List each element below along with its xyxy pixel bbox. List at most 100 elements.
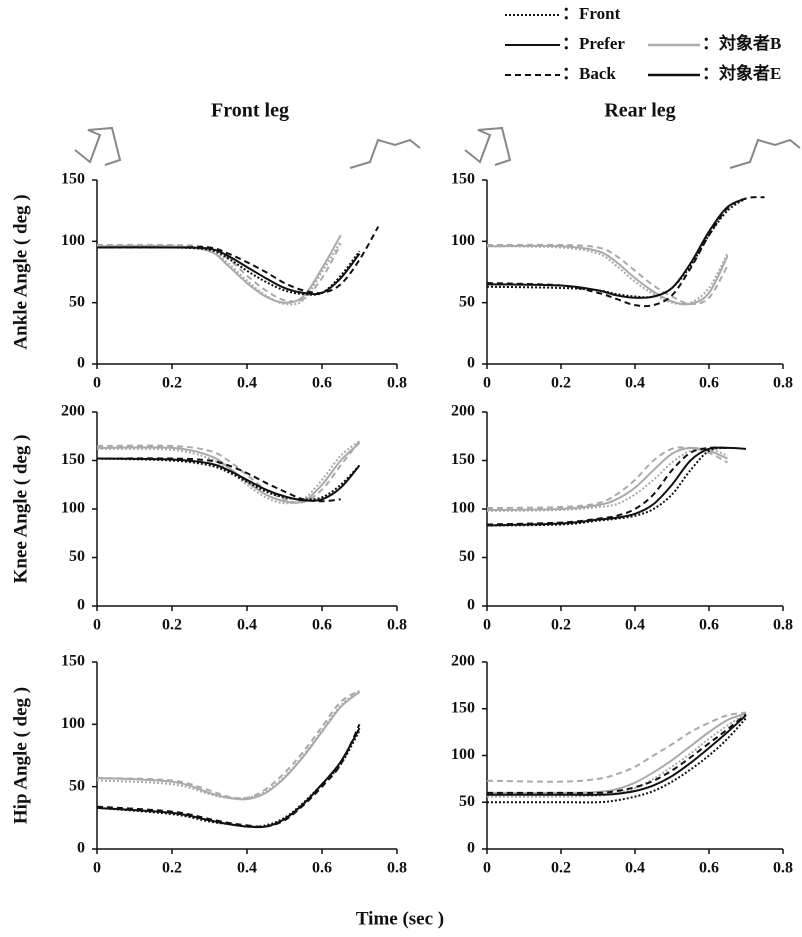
- x-tick-label: 0.8: [773, 617, 793, 634]
- y-tick-label: 0: [77, 840, 85, 857]
- x-tick-label: 0.2: [162, 860, 182, 877]
- y-tick-label: 50: [69, 548, 85, 565]
- series-line: [96, 689, 361, 800]
- y-tick-label: 100: [451, 500, 475, 517]
- x-tick-label: 0: [483, 375, 491, 392]
- x-tick-label: 0: [93, 617, 101, 634]
- legend-label: ：対象者B: [702, 33, 781, 53]
- x-tick-label: 0.2: [551, 375, 571, 392]
- x-tick-label: 0.8: [387, 617, 407, 634]
- y-tick-label: 0: [467, 597, 475, 614]
- y-axis-label: Ankle Angle ( deg ): [10, 194, 31, 349]
- series-line: [486, 712, 747, 798]
- y-axis-label: Knee Angle ( deg ): [10, 435, 31, 584]
- x-tick-label: 0.8: [773, 375, 793, 392]
- x-tick-label: 0.6: [312, 375, 332, 392]
- y-tick-label: 150: [451, 451, 475, 468]
- series-line: [487, 717, 747, 804]
- series-line: [96, 457, 361, 501]
- y-tick-label: 200: [451, 653, 475, 670]
- y-axis-label: Hip Angle ( deg ): [10, 687, 31, 824]
- x-tick-label: 0.4: [625, 617, 645, 634]
- y-tick-label: 150: [61, 171, 85, 188]
- x-tick-label: 0: [483, 617, 491, 634]
- x-tick-label: 0: [93, 375, 101, 392]
- x-tick-label: 0.8: [387, 860, 407, 877]
- series-line: [97, 226, 380, 295]
- stick-figure: [464, 126, 512, 166]
- y-tick-label: 50: [69, 293, 85, 310]
- series-line: [487, 714, 747, 796]
- y-tick-label: 150: [61, 451, 85, 468]
- series-line: [96, 727, 361, 829]
- y-tick-label: 150: [451, 699, 475, 716]
- x-tick-label: 0.6: [699, 375, 719, 392]
- y-tick-label: 100: [61, 715, 85, 732]
- stick-figure: [74, 126, 122, 166]
- y-tick-label: 50: [69, 777, 85, 794]
- legend-label: ：Front: [562, 4, 621, 23]
- y-tick-label: 50: [459, 548, 475, 565]
- x-tick-label: 0.2: [162, 375, 182, 392]
- y-tick-label: 200: [61, 403, 85, 420]
- series-line: [486, 196, 765, 308]
- y-tick-label: 0: [467, 355, 475, 372]
- y-tick-label: 100: [61, 500, 85, 517]
- y-tick-label: 150: [451, 171, 475, 188]
- series-line: [487, 713, 747, 795]
- legend-label: ：Prefer: [562, 34, 625, 53]
- series-line: [486, 446, 728, 526]
- series-line: [486, 245, 729, 306]
- series-line: [486, 447, 728, 512]
- series-line: [486, 446, 728, 527]
- x-tick-label: 0.8: [773, 860, 793, 877]
- series-line: [96, 723, 361, 828]
- series-line: [96, 243, 342, 303]
- x-tick-label: 0: [93, 860, 101, 877]
- series-line: [486, 711, 747, 783]
- x-tick-label: 0.4: [237, 860, 257, 877]
- series-line: [486, 446, 728, 511]
- legend-label: ：Back: [562, 64, 616, 83]
- y-tick-label: 0: [467, 840, 475, 857]
- y-tick-label: 100: [61, 232, 85, 249]
- series-line: [486, 712, 747, 794]
- stick-figures: [74, 126, 801, 169]
- x-axis-label: Time (sec ): [356, 908, 444, 929]
- y-tick-label: 0: [77, 597, 85, 614]
- series-line: [486, 446, 747, 527]
- x-tick-label: 0.2: [551, 617, 571, 634]
- series-line: [96, 730, 361, 828]
- series-line: [96, 442, 361, 504]
- stick-figure: [349, 138, 421, 169]
- series-line: [486, 243, 729, 305]
- y-tick-label: 100: [451, 232, 475, 249]
- x-tick-label: 0.4: [625, 375, 645, 392]
- y-tick-label: 50: [459, 793, 475, 810]
- series-line: [486, 446, 728, 510]
- series-line: [96, 457, 341, 503]
- x-tick-label: 0.8: [387, 375, 407, 392]
- x-tick-label: 0: [483, 860, 491, 877]
- series-line: [96, 440, 361, 505]
- column-title: Front leg: [211, 100, 289, 122]
- y-tick-label: 0: [77, 355, 85, 372]
- x-tick-label: 0.2: [551, 860, 571, 877]
- x-tick-label: 0.4: [625, 860, 645, 877]
- legend-label: ：対象者E: [702, 63, 781, 83]
- x-tick-label: 0.6: [312, 617, 332, 634]
- series-line: [96, 457, 361, 502]
- series-line: [486, 244, 729, 306]
- y-tick-label: 50: [459, 293, 475, 310]
- series-line: [486, 197, 747, 299]
- x-tick-label: 0.2: [162, 617, 182, 634]
- column-title: Rear leg: [604, 100, 675, 122]
- x-tick-label: 0.4: [237, 617, 257, 634]
- x-tick-label: 0.6: [699, 860, 719, 877]
- y-tick-label: 200: [451, 403, 475, 420]
- x-tick-label: 0.6: [312, 860, 332, 877]
- y-tick-label: 100: [451, 746, 475, 763]
- series-line: [96, 689, 361, 800]
